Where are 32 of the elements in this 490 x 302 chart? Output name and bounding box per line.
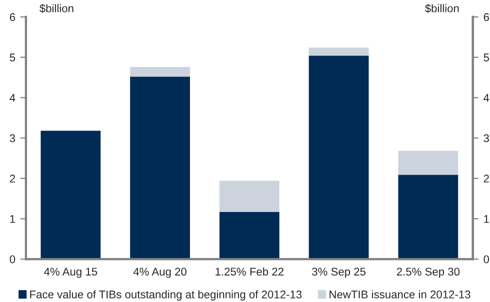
bar xyxy=(308,48,369,56)
bar xyxy=(308,56,369,260)
x-tick-label: 4% Aug 20 xyxy=(133,268,186,278)
bar xyxy=(40,130,101,260)
y-tick-label: 4 xyxy=(10,94,16,102)
y-tick-label: 3 xyxy=(10,134,16,142)
x-tick-label: 2.5% Sep 30 xyxy=(396,268,460,278)
legend-label: NewTIB issuance in 2012-13 xyxy=(330,290,470,298)
bar xyxy=(130,76,190,260)
y2-tick-label: 1 xyxy=(484,215,489,223)
y2-tick-label: 3 xyxy=(484,134,489,142)
bar xyxy=(130,66,190,77)
y2-tick-label: 6 xyxy=(484,13,489,22)
y2-axis-title: $billion xyxy=(424,4,459,13)
y2-tick-label: 5 xyxy=(484,54,489,62)
bar xyxy=(219,212,280,260)
x-tick-label: 1.25% Feb 22 xyxy=(216,267,284,276)
y2-tick-label: 0 xyxy=(484,255,490,264)
bar xyxy=(219,180,280,212)
y-tick-label: 2 xyxy=(10,174,15,182)
bar xyxy=(398,174,458,260)
y2-tick-label: 4 xyxy=(484,94,490,102)
y-tick-label: 6 xyxy=(10,13,16,22)
y-tick-label: 0 xyxy=(10,255,16,264)
y-tick-label: 5 xyxy=(10,54,16,62)
y2-tick-label: 2 xyxy=(484,174,489,182)
bar xyxy=(398,150,458,175)
x-tick-label: 4% Aug 15 xyxy=(44,268,98,278)
y-tick-label: 1 xyxy=(10,215,16,223)
x-tick-label: 3% Sep 25 xyxy=(312,268,366,278)
y-axis-title: $billion xyxy=(39,4,74,13)
legend-label: Face value of TIBs outstanding at beginning of 2012-13 xyxy=(30,290,302,301)
